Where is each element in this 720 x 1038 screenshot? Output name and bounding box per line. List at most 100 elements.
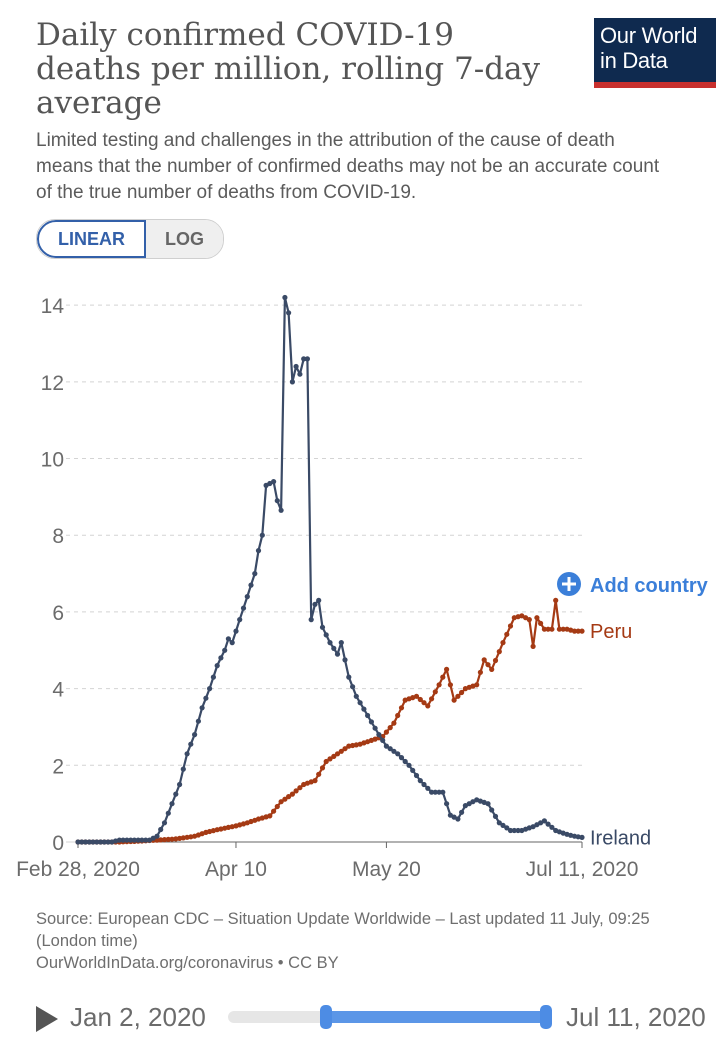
- data-point: [161, 837, 168, 843]
- data-point: [229, 640, 235, 646]
- data-point: [538, 620, 544, 626]
- data-point: [342, 746, 348, 752]
- data-point: [319, 624, 326, 630]
- y-tick-label: 2: [52, 755, 64, 778]
- series-peru[interactable]: Peru: [75, 597, 632, 845]
- logo-text-line2: in Data: [600, 48, 668, 73]
- data-point: [395, 712, 401, 719]
- data-point: [556, 626, 563, 632]
- x-axis: Feb 28, 2020 Apr 10 May 20 Jul 11, 2020: [16, 841, 638, 881]
- data-point: [459, 809, 465, 815]
- play-icon[interactable]: [36, 1006, 58, 1032]
- x-tick-label: Apr 10: [205, 858, 267, 881]
- data-point: [492, 657, 499, 664]
- y-tick-label: 6: [52, 602, 64, 625]
- data-point: [549, 626, 555, 632]
- data-point: [365, 712, 371, 719]
- data-point: [440, 674, 446, 680]
- data-point: [496, 820, 502, 826]
- data-point: [496, 649, 502, 655]
- data-point: [421, 781, 427, 788]
- data-point: [207, 686, 213, 692]
- data-point: [271, 808, 277, 814]
- data-point: [293, 788, 299, 794]
- data-point: [387, 725, 393, 731]
- timeline-track[interactable]: [228, 1005, 552, 1029]
- data-point: [173, 791, 179, 797]
- data-point: [312, 601, 318, 607]
- data-point: [252, 571, 258, 577]
- data-point: [410, 767, 416, 773]
- data-point: [474, 682, 480, 688]
- y-tick-label: 14: [41, 295, 65, 318]
- data-point: [492, 813, 499, 820]
- timeline-end-date: Jul 11, 2020: [566, 1002, 706, 1032]
- line-chart: 0 2 4 6 8 10 12 14 Feb 28, 2020 Apr 10 May 20 Jul …: [16, 294, 709, 881]
- y-tick-label: 4: [52, 679, 64, 702]
- data-point: [165, 836, 171, 843]
- data-point: [391, 748, 397, 754]
- data-point: [218, 655, 224, 661]
- data-point: [289, 379, 295, 385]
- data-point: [188, 741, 194, 747]
- data-point: [526, 617, 532, 623]
- data-point: [560, 626, 566, 632]
- data-point: [255, 548, 262, 554]
- data-point: [429, 789, 435, 795]
- data-point: [545, 821, 551, 827]
- data-point: [79, 839, 85, 845]
- data-point: [444, 801, 450, 807]
- add-country-button[interactable]: Add country: [557, 572, 709, 597]
- data-point: [244, 594, 250, 600]
- data-point: [177, 781, 183, 788]
- data-point: [225, 636, 231, 642]
- log-scale-button[interactable]: LOG: [146, 220, 223, 258]
- data-point: [271, 479, 277, 485]
- data-point: [541, 818, 548, 824]
- data-point: [447, 682, 453, 688]
- data-point: [541, 626, 548, 632]
- series-group: Peru Ireland: [75, 294, 651, 849]
- data-point: [504, 631, 510, 637]
- series-label-ireland[interactable]: Ireland: [590, 827, 651, 849]
- timeline-end-handle[interactable]: [540, 1005, 552, 1029]
- data-point: [128, 837, 134, 843]
- series-label-peru[interactable]: Peru: [590, 621, 632, 643]
- logo-text-line1: Our World: [600, 23, 698, 48]
- data-point: [165, 810, 171, 816]
- data-point: [372, 725, 378, 731]
- data-point: [481, 657, 487, 663]
- data-point: [327, 640, 333, 646]
- owid-logo[interactable]: Our World in Data: [594, 18, 716, 88]
- license-line: OurWorldInData.org/coronavirus • CC BY: [36, 954, 339, 972]
- y-tick-label: 8: [52, 525, 64, 548]
- data-point: [105, 839, 111, 845]
- data-point: [500, 822, 506, 829]
- data-point: [180, 766, 186, 772]
- data-point: [413, 772, 420, 779]
- data-point: [331, 753, 337, 759]
- data-point: [312, 778, 318, 784]
- data-point: [143, 837, 149, 843]
- data-point: [477, 669, 483, 675]
- data-point: [82, 839, 89, 845]
- data-point: [237, 617, 243, 623]
- data-point: [308, 617, 314, 623]
- data-point: [346, 674, 352, 680]
- data-point: [406, 762, 412, 768]
- data-point: [259, 532, 265, 538]
- data-point: [222, 647, 228, 653]
- data-point: [124, 837, 130, 843]
- data-point: [353, 693, 359, 699]
- timeline-start-handle[interactable]: [320, 1005, 332, 1029]
- data-point: [101, 839, 107, 845]
- data-point: [398, 705, 405, 711]
- data-point: [413, 693, 420, 699]
- data-point: [139, 837, 145, 843]
- data-point: [169, 836, 175, 842]
- data-point: [485, 801, 491, 807]
- linear-scale-button[interactable]: LINEAR: [37, 220, 146, 258]
- data-point: [135, 837, 141, 843]
- series-ireland[interactable]: Ireland: [75, 294, 651, 849]
- data-point: [240, 605, 247, 611]
